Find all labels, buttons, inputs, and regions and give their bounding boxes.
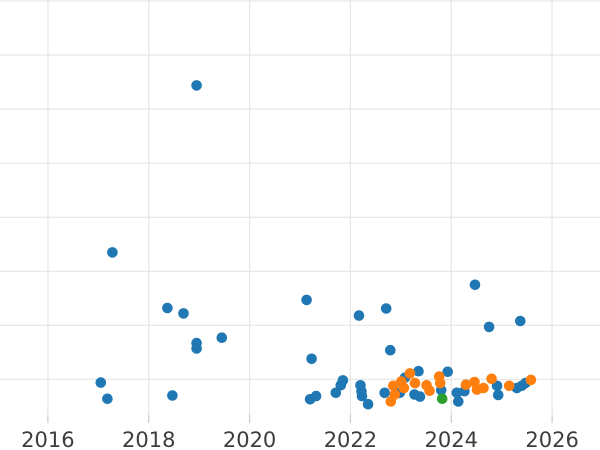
data-point — [492, 389, 504, 401]
data-point — [95, 377, 107, 388]
data-point — [310, 390, 322, 402]
data-point — [486, 373, 497, 385]
data-point — [330, 387, 342, 399]
x-tick-label: 2016 — [21, 428, 74, 450]
data-point — [385, 344, 396, 356]
data-point — [424, 385, 435, 397]
data-point — [191, 80, 202, 91]
data-point — [434, 377, 446, 389]
data-point — [389, 389, 401, 400]
data-point — [191, 343, 202, 354]
data-point — [388, 380, 399, 392]
data-point — [515, 315, 526, 327]
data-point — [442, 366, 454, 378]
data-point — [362, 398, 374, 410]
data-point — [167, 390, 178, 401]
data-point — [409, 377, 421, 389]
x-tick-label: 2022 — [324, 428, 377, 450]
data-point — [469, 279, 481, 291]
data-point — [337, 375, 349, 386]
data-point — [162, 302, 173, 314]
x-tick-label: 2024 — [425, 428, 478, 450]
data-point — [301, 294, 312, 306]
data-point — [107, 247, 118, 258]
x-tick-label: 2026 — [525, 428, 578, 450]
data-point — [478, 382, 489, 394]
data-point — [414, 391, 426, 402]
x-tick-label: 2018 — [122, 428, 175, 450]
data-point — [453, 396, 464, 407]
data-point — [525, 374, 537, 386]
data-point — [413, 365, 424, 377]
data-point — [102, 393, 113, 405]
data-point — [356, 390, 368, 402]
data-point — [353, 310, 365, 321]
data-point — [398, 382, 410, 394]
data-point — [379, 387, 391, 399]
data-point — [306, 353, 317, 365]
data-point — [404, 368, 416, 379]
data-point — [436, 393, 448, 405]
data-point — [483, 321, 495, 333]
data-point — [380, 303, 392, 314]
data-point — [178, 308, 189, 319]
x-tick-label: 2020 — [223, 428, 276, 450]
data-point — [503, 380, 515, 392]
data-point — [460, 379, 472, 391]
data-point — [216, 332, 228, 344]
